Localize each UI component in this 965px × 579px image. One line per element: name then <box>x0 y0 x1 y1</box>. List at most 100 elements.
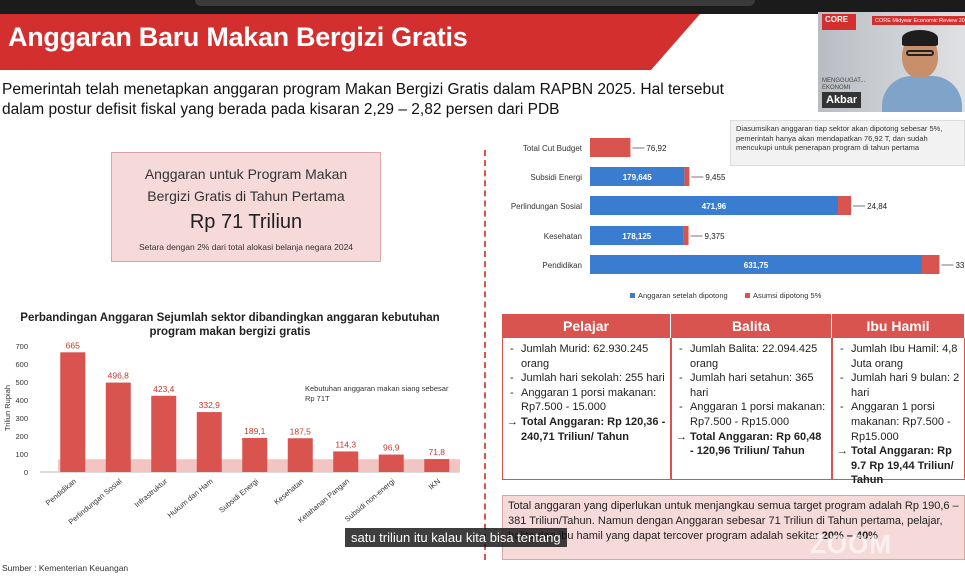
bar-value-label: 631,75 <box>744 261 769 270</box>
bar-after-cut <box>590 167 685 186</box>
annotation-line: Rp 71T <box>305 394 330 403</box>
target-item: Jumlah Ibu Hamil: 4,8 Juta orang <box>837 342 961 371</box>
bar <box>196 412 222 472</box>
target-body: Jumlah Balita: 22.094.425 orang Jumlah h… <box>671 338 832 480</box>
bar-value-label: 71,8 <box>428 447 445 457</box>
cut-value-label: 76,92 <box>646 144 667 153</box>
bar-value-label: 423,4 <box>153 384 175 394</box>
target-item: Jumlah hari sekolah: 255 hari <box>507 371 667 386</box>
intro-line-1: Pemerintah telah menetapkan anggaran pro… <box>2 81 724 98</box>
y-tick-label: 500 <box>15 378 28 387</box>
target-body: Jumlah Murid: 62.930.245 orang Jumlah ha… <box>502 338 671 480</box>
bar-value-label: 496,8 <box>108 371 130 381</box>
webcam-subtitle: MENGGUGAT... EKONOMI <box>822 78 866 91</box>
bar-cut-5pct <box>684 167 690 186</box>
webcam-banner: CORE Midyear Economic Review 2024 <box>872 16 965 25</box>
live-caption: satu triliun itu kalau kita bisa tentang <box>345 528 567 547</box>
bar-after-cut <box>590 196 839 215</box>
cut-value-label: 33,25 <box>955 261 965 270</box>
target-item: Jumlah Murid: 62.930.245 orang <box>507 342 667 371</box>
bar-after-cut <box>590 255 922 274</box>
slide-title: Anggaran Baru Makan Bergizi Gratis <box>8 22 468 52</box>
bar <box>242 437 268 472</box>
category-label: Perlindungan Sosial <box>511 202 582 211</box>
x-tick-label: Subsidi Energi <box>217 476 260 514</box>
target-total: Total Anggaran: Rp 9.7 Rp 19,44 Triliun/… <box>837 444 961 488</box>
bar-value-label: 114,3 <box>335 439 356 449</box>
target-item: Jumlah hari setahun: 365 hari <box>676 371 828 400</box>
speaker-hair <box>902 30 938 46</box>
bar-value-label: 96,9 <box>383 443 400 453</box>
y-tick-label: 0 <box>24 468 28 477</box>
bar-cut-5pct <box>590 138 631 157</box>
target-column-balita: Balita Jumlah Balita: 22.094.425 orang J… <box>671 314 832 480</box>
target-body: Jumlah Ibu Hamil: 4,8 Juta orang Jumlah … <box>832 338 965 486</box>
target-column-pelajar: Pelajar Jumlah Murid: 62.930.245 orang J… <box>502 314 671 480</box>
highlight-line-1: Anggaran untuk Program Makan <box>144 166 348 182</box>
left-chart-title: Perbandingan Anggaran Sejumlah sektor di… <box>20 312 440 338</box>
summary-box: Total anggaran yang diperlukan untuk men… <box>502 495 965 560</box>
target-total: Total Anggaran: Rp 60,48 - 120,96 Triliu… <box>676 430 828 459</box>
bar-value-label: 187,5 <box>290 426 312 436</box>
y-tick-label: 700 <box>15 342 28 351</box>
highlight-line-2: Bergizi Gratis di Tahun Pertama <box>147 188 345 204</box>
divider-line <box>484 150 486 560</box>
target-total: Total Anggaran: Rp 120,36 - 240,71 Trili… <box>507 415 667 444</box>
speaker-body <box>882 76 962 112</box>
bar-cut-5pct <box>683 226 689 245</box>
bar <box>105 382 131 472</box>
bar-value-label: 332,9 <box>199 400 221 410</box>
speaker-glasses <box>906 50 934 56</box>
bar-value-label: 471,96 <box>702 202 727 211</box>
bar-cut-5pct <box>838 196 852 215</box>
y-tick-label: 300 <box>15 414 28 423</box>
title-banner <box>0 14 700 70</box>
legend-swatch <box>745 293 750 298</box>
sector-budget-chart: 0 100 200 300 400 500 600 700 Triliun Rupiah 665 P… <box>3 340 460 526</box>
bar-value-label: 179,645 <box>623 173 652 182</box>
target-item: Anggaran 1 porsi makanan: Rp7.500 - Rp15… <box>676 400 828 429</box>
bar-value-label: 665 <box>66 340 80 350</box>
bar <box>60 352 86 472</box>
top-pill <box>195 0 755 6</box>
bar-value-label: 189,1 <box>244 426 266 436</box>
highlight-amount: Rp 71 Triliun <box>189 211 303 233</box>
intro-line-2: dalam postur defisit fiskal yang berada … <box>2 101 560 118</box>
reference-annotation: Kebutuhan anggaran makan siang sebesar Rp… <box>305 384 449 403</box>
bar <box>151 395 177 472</box>
summary-highlight: 20% – 40% <box>821 530 878 542</box>
bar <box>287 438 313 472</box>
x-tick-label: Infrastruktur <box>133 476 170 509</box>
target-item: Jumlah Balita: 22.094.425 orang <box>676 342 828 371</box>
webcam-tile[interactable]: CORE CORE Midyear Economic Review 2024 M… <box>818 12 965 112</box>
bar <box>424 459 450 472</box>
category-label: Total Cut Budget <box>523 144 583 153</box>
y-axis-label: Triliun Rupiah <box>3 385 12 431</box>
y-tick-label: 200 <box>15 432 28 441</box>
y-tick-label: 600 <box>15 360 28 369</box>
cut-value-label: 9,455 <box>705 173 726 182</box>
bar-cut-5pct <box>922 255 940 274</box>
x-tick-label: Pendidikan <box>44 477 78 508</box>
speaker-name-tag: Akbar <box>822 92 862 108</box>
target-item: Anggaran 1 porsi makanan: Rp7.500 - Rp15… <box>837 400 961 444</box>
target-header: Balita <box>671 314 832 338</box>
bar-after-cut <box>590 226 684 245</box>
intro-text: Pemerintah telah menetapkan anggaran pro… <box>2 80 817 120</box>
target-header: Ibu Hamil <box>832 314 965 338</box>
source-text: Sumber : Kementerian Keuangan <box>2 563 129 573</box>
cut-value-label: 24,84 <box>867 202 888 211</box>
core-logo: CORE <box>822 14 856 30</box>
y-tick-label: 100 <box>15 450 28 459</box>
category-label: Subsidi Energi <box>530 173 582 182</box>
highlight-box: Anggaran untuk Program Makan Bergizi Gra… <box>111 152 381 262</box>
legend-swatch <box>630 293 635 298</box>
budget-cut-chart: Total Cut Budget 76,92 Subsidi Energi 179,6… <box>511 138 965 300</box>
cut-note: Diasumsikan anggaran tiap sektor akan di… <box>730 120 965 166</box>
zoom-watermark: ZOOM <box>810 529 892 559</box>
x-tick-label: Kesehatan <box>272 477 305 507</box>
x-tick-label: Hukum dan Ham <box>166 477 215 520</box>
x-tick-label: IKN <box>427 477 442 492</box>
targets-table: Pelajar Jumlah Murid: 62.930.245 orang J… <box>502 314 965 486</box>
cut-value-label: 9,375 <box>705 232 726 241</box>
